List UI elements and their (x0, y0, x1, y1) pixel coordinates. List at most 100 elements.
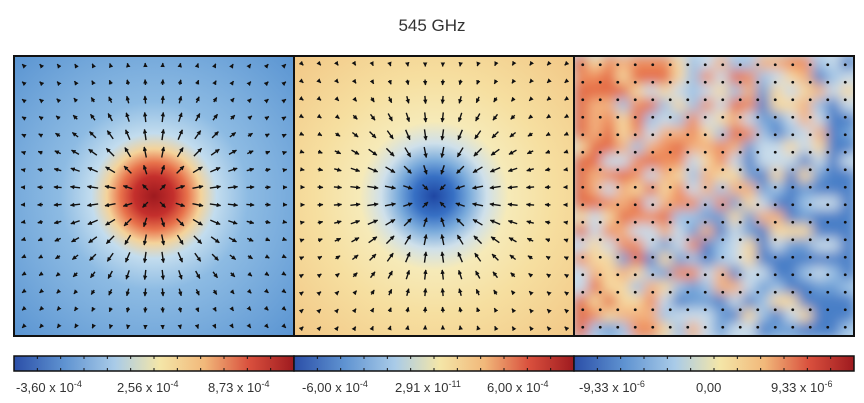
vector-arrow (228, 220, 238, 225)
vector-dot (703, 325, 707, 329)
noise-cell (602, 126, 618, 142)
vector-arrow (246, 185, 255, 190)
vector-arrow (88, 148, 98, 156)
vector-arrow (494, 61, 499, 67)
vector-arrow (281, 150, 287, 156)
vector-arrow (125, 270, 130, 280)
vector-arrow (563, 238, 569, 243)
vector-arrow (89, 253, 97, 261)
vector-arrow (369, 307, 375, 313)
noise-cell (700, 322, 716, 336)
vector-arrow (142, 164, 148, 175)
vector-arrow (160, 217, 166, 228)
noise-cell (784, 252, 800, 268)
vector-dot (703, 63, 707, 67)
vector-arrow (281, 98, 287, 104)
vector-dot (843, 273, 847, 277)
vector-dot (738, 133, 742, 137)
vector-dot (826, 185, 830, 189)
vector-arrow (125, 307, 131, 313)
vector-arrow (176, 165, 185, 174)
noise-cell (742, 308, 758, 324)
vector-arrow (529, 60, 534, 66)
vector-arrow (405, 96, 410, 104)
vector-arrow (528, 114, 534, 120)
noise-cell (644, 84, 660, 100)
noise-cell (686, 112, 702, 128)
vector-arrow (457, 129, 464, 141)
vector-dot (686, 63, 690, 67)
noise-cell (826, 112, 842, 128)
vector-dot (668, 115, 672, 119)
vector-dot (668, 98, 672, 102)
vector-arrow (385, 147, 395, 157)
noise-cell (826, 280, 842, 296)
noise-cell (588, 140, 604, 156)
noise-cell (812, 308, 828, 324)
noise-cell (784, 210, 800, 226)
vector-arrow (369, 61, 374, 67)
vector-arrow (74, 323, 79, 329)
vector-arrow (73, 289, 79, 295)
noise-cell (728, 294, 744, 310)
noise-cell (700, 280, 716, 296)
noise-cell (686, 70, 702, 86)
vector-dot (581, 80, 585, 84)
vector-arrow (192, 202, 204, 208)
vector-arrow (491, 253, 499, 261)
noise-cell (840, 112, 854, 128)
vector-arrow (563, 131, 569, 136)
noise-cell (742, 224, 758, 240)
noise-cell (686, 238, 702, 254)
vector-dot (791, 98, 795, 102)
noise-cell (798, 322, 814, 336)
noise-cell (812, 154, 828, 170)
noise-cell (616, 112, 632, 128)
noise-cell (588, 196, 604, 212)
noise-cell (686, 56, 702, 72)
vector-arrow (71, 254, 79, 261)
vector-dot (826, 273, 830, 277)
vector-arrow (142, 184, 149, 191)
vector-arrow (545, 149, 551, 154)
noise-cell (826, 126, 842, 142)
vector-arrow (69, 184, 81, 190)
vector-arrow (316, 96, 322, 101)
vector-dot (703, 238, 707, 242)
vector-dot (651, 168, 655, 172)
vector-arrow (55, 271, 61, 277)
noise-cell (756, 126, 772, 142)
vector-arrow (317, 149, 323, 154)
vector-arrow (507, 219, 518, 225)
vector-arrow (142, 217, 148, 228)
noise-cell (770, 98, 786, 114)
noise-cell (784, 70, 800, 86)
noise-cell (756, 140, 772, 156)
vector-dot (703, 255, 707, 259)
vector-arrow (178, 112, 183, 122)
vector-arrow (458, 288, 463, 296)
vector-dot (808, 290, 812, 294)
vector-arrow (71, 237, 80, 243)
vector-dot (721, 308, 725, 312)
vector-dot (651, 290, 655, 294)
vector-arrow (334, 237, 342, 243)
vector-arrow (21, 81, 27, 87)
noise-cell (840, 56, 854, 72)
noise-cell (574, 252, 590, 268)
noise-cell (840, 168, 854, 184)
colorbar-3-ticks (596, 356, 832, 371)
vector-dot (651, 238, 655, 242)
vector-dot (651, 150, 655, 154)
noise-cell (714, 70, 730, 86)
vector-arrow (86, 202, 99, 208)
noise-cell (658, 84, 674, 100)
noise-cell (756, 112, 772, 128)
vector-dot (581, 290, 585, 294)
noise-cell (812, 126, 828, 142)
noise-cell (686, 294, 702, 310)
vector-arrow (177, 324, 182, 330)
noise-cell (588, 98, 604, 114)
vector-dot (651, 273, 655, 277)
vector-dot (791, 133, 795, 137)
